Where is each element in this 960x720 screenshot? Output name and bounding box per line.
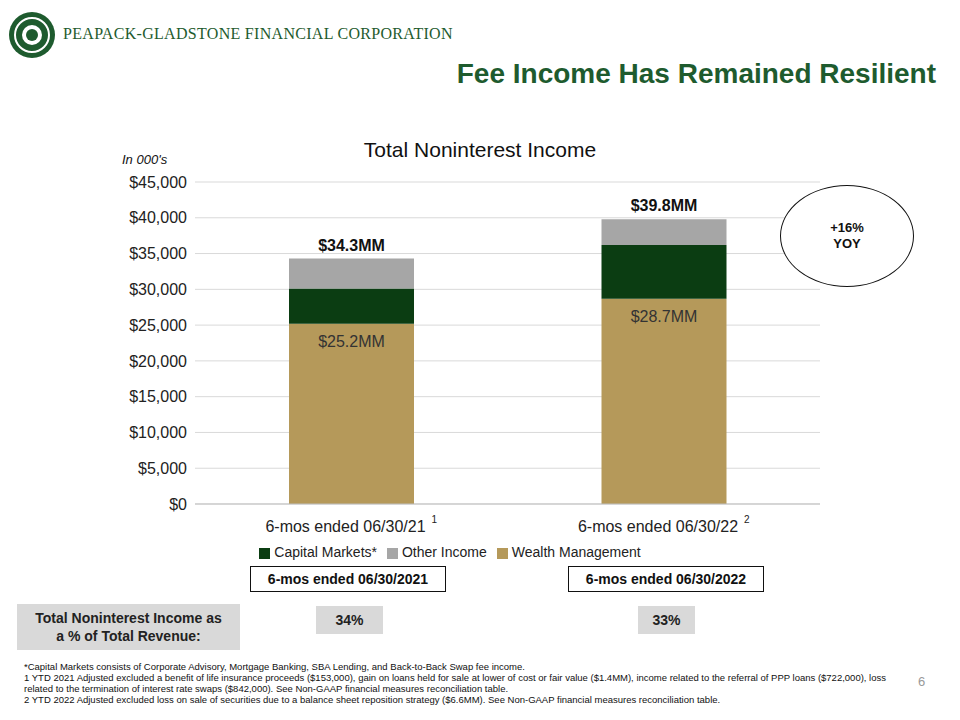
svg-text:$30,000: $30,000	[129, 281, 187, 298]
html-text:2 YTD 2022 Adjusted excluded l: 2 YTD 2022 Adjusted excluded loss on sal…	[24, 694, 721, 705]
html-text:Other Income: Other Income	[402, 544, 487, 560]
svg-text:$5,000: $5,000	[138, 460, 187, 477]
html-text:6: 6	[918, 674, 926, 689]
svg-text:6-mos ended 06/30/211: 6-mos ended 06/30/211	[265, 514, 437, 535]
html-text:Fee Income Has Remained Resili: Fee Income Has Remained Resilient	[456, 58, 936, 89]
html-text:6-mos ended 06/30/2021: 6-mos ended 06/30/2021	[267, 571, 429, 587]
html-text:34%: 34%	[335, 612, 364, 628]
svg-text:$20,000: $20,000	[129, 353, 187, 370]
html-text:In 000's: In 000's	[122, 152, 168, 167]
html-text:1 YTD 2021 Adjusted excluded a: 1 YTD 2021 Adjusted excluded a benefit o…	[24, 672, 886, 694]
svg-text:6-mos ended 06/30/222: 6-mos ended 06/30/222	[578, 514, 750, 535]
html-text:Capital Markets*: Capital Markets*	[274, 544, 377, 560]
svg-text:$40,000: $40,000	[129, 209, 187, 226]
html-text:PEAPACK-GLADSTONE FINANCIAL CO: PEAPACK-GLADSTONE FINANCIAL CORPORATION	[63, 25, 453, 42]
svg-text:$10,000: $10,000	[129, 424, 187, 441]
svg-text:$28.7MM: $28.7MM	[631, 308, 698, 325]
svg-text:$45,000: $45,000	[129, 174, 187, 191]
svg-text:$25.2MM: $25.2MM	[318, 333, 385, 350]
html-text:YOY: YOY	[833, 236, 861, 251]
svg-text:$34.3MM: $34.3MM	[318, 237, 385, 254]
html-text:Total Noninterest Income: Total Noninterest Income	[363, 138, 597, 161]
html-text:+16%: +16%	[830, 220, 864, 235]
svg-text:$39.8MM: $39.8MM	[631, 197, 698, 214]
html-text:33%: 33%	[652, 612, 681, 628]
svg-text:$25,000: $25,000	[129, 317, 187, 334]
html-text:*Capital Markets consists of C: *Capital Markets consists of Corporate A…	[24, 661, 525, 672]
html-text:6-mos ended 06/30/2022: 6-mos ended 06/30/2022	[585, 571, 747, 587]
svg-text:$0: $0	[169, 496, 187, 513]
html-text:Total Noninterest Income as a: Total Noninterest Income as a % of Total…	[35, 610, 222, 644]
svg-text:$35,000: $35,000	[129, 245, 187, 262]
svg-text:$15,000: $15,000	[129, 388, 187, 405]
html-text:Wealth Management: Wealth Management	[511, 544, 641, 560]
